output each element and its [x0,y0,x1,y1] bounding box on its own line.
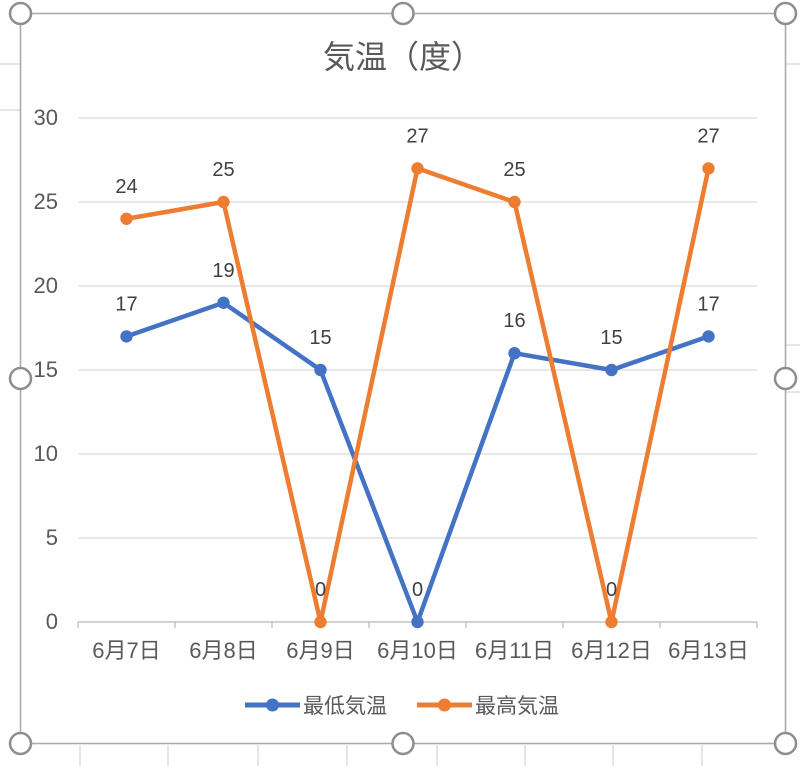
selection-handles [8,1,798,756]
series [120,162,715,629]
selection-handle-s[interactable] [391,731,415,756]
max-temp-data-label[interactable]: 25 [212,159,234,181]
data-labels: 17 19 15 0 16 15 17 24 25 0 27 25 0 27 [115,125,719,601]
min-temp-legend-marker-icon [266,698,279,712]
min-temp-marker[interactable] [508,347,521,360]
x-axis-tick-label[interactable]: 6月8日 [189,638,257,663]
max-temp-data-label[interactable]: 0 [606,579,617,601]
max-temp-marker[interactable] [508,195,521,209]
min-temp-marker[interactable] [411,615,424,629]
y-axis-tick-label[interactable]: 15 [34,357,58,382]
y-axis-tick-label[interactable]: 0 [46,609,58,634]
selection-handle-se[interactable] [773,731,798,756]
min-temp-marker[interactable] [120,330,133,343]
legend: 最低気温 最高気温 [245,695,559,718]
max-temp-marker[interactable] [120,212,133,225]
y-axis-tick-label[interactable]: 30 [34,105,58,130]
max-temp-legend-marker-icon [438,698,451,712]
min-temp-marker[interactable] [217,296,230,309]
max-temp-data-label[interactable]: 27 [406,125,428,147]
y-axis-tick-label[interactable]: 10 [34,441,58,466]
plot-gridlines [78,117,757,539]
max-temp-data-label[interactable]: 27 [697,125,719,147]
max-temp-marker[interactable] [411,162,424,175]
max-temp-marker[interactable] [314,615,327,629]
worksheet-gridline-fragments [0,63,800,766]
min-temp-marker[interactable] [605,363,618,377]
chart-area-border[interactable] [19,12,787,745]
max-temp-marker[interactable] [702,162,715,175]
min-temp-marker[interactable] [314,363,327,377]
min-temp-data-label[interactable]: 0 [412,579,423,601]
max-temp-marker[interactable] [217,195,230,209]
max-temp-data-label[interactable]: 24 [115,176,137,198]
max-temp-series-line[interactable] [124,166,711,625]
y-axis-tick-label[interactable]: 5 [46,525,58,550]
x-axis-tick-label[interactable]: 6月11日 [475,638,554,663]
x-axis-tick-label[interactable]: 6月10日 [377,638,458,663]
max-temp-data-label[interactable]: 0 [315,579,326,601]
x-axis-tick-label[interactable]: 6月12日 [571,638,652,663]
max-temp-data-label[interactable]: 25 [503,159,525,181]
min-temp-data-label[interactable]: 17 [697,293,719,315]
x-axis-tick-label[interactable]: 6月7日 [92,638,160,663]
max-temp-marker[interactable] [605,615,618,629]
min-temp-legend-label: 最低気温 [303,695,387,718]
legend-item-min-temp[interactable]: 最低気温 [245,695,387,718]
y-axis-tick-label[interactable]: 25 [34,189,58,214]
selection-handle-n[interactable] [391,1,415,26]
min-temp-data-label[interactable]: 15 [600,327,622,349]
selection-handle-ne[interactable] [773,1,798,26]
min-temp-data-label[interactable]: 16 [503,310,525,332]
max-temp-legend-label: 最高気温 [475,695,559,718]
axes: 0 5 10 15 20 25 30 6月7日 6月8日 6月9日 6月10日 6月11日 6月12日 6… [34,105,758,663]
min-temp-marker[interactable] [702,330,715,343]
min-temp-data-label[interactable]: 19 [212,260,234,282]
legend-item-max-temp[interactable]: 最高気温 [417,695,559,718]
chart-title[interactable]: 気温（度） [323,39,483,75]
y-axis-tick-label[interactable]: 20 [34,273,58,298]
selection-handle-nw[interactable] [8,1,33,26]
x-axis-tick-label[interactable]: 6月13日 [668,638,749,663]
selection-handle-e[interactable] [773,366,798,391]
min-temp-data-label[interactable]: 15 [309,327,331,349]
x-axis-tick-label[interactable]: 6月9日 [286,638,354,663]
min-temp-data-label[interactable]: 17 [115,293,137,315]
selection-handle-w[interactable] [8,366,33,391]
selection-handle-sw[interactable] [8,731,33,756]
